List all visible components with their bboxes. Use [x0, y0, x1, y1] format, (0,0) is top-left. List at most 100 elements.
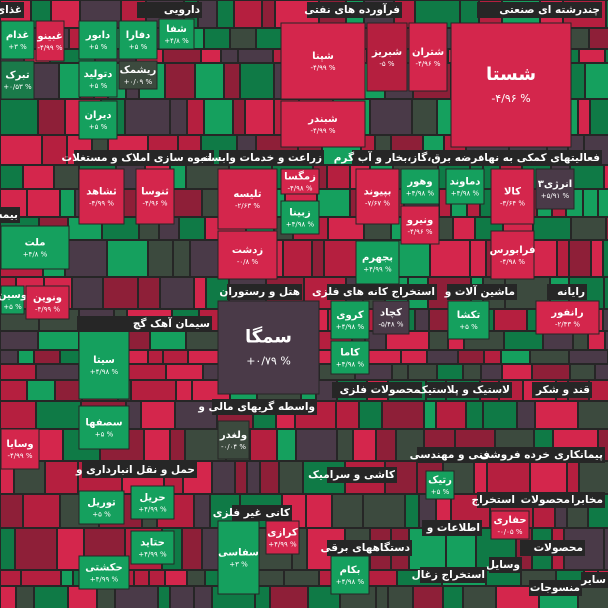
- tile: [398, 241, 429, 276]
- stock-change: +۴/۹۹ %: [138, 506, 167, 514]
- sector-title: سایر: [580, 574, 606, 586]
- stock-change: -۴/۹۶ %: [491, 92, 530, 105]
- tile: [484, 402, 516, 428]
- tile: [568, 462, 578, 493]
- tile: [108, 241, 147, 276]
- sector-header-bg: [307, 2, 402, 18]
- tile: [177, 381, 191, 400]
- tile: [1, 100, 37, 134]
- stock-tile: [0, 60, 35, 100]
- tile: [159, 587, 169, 608]
- sector-title: رایانه: [557, 286, 585, 298]
- sector-title: اطلاعات و: [426, 522, 480, 534]
- tile: [579, 587, 608, 608]
- tile: [116, 587, 157, 608]
- tile: [257, 29, 282, 48]
- tile: [393, 365, 407, 379]
- tile: [164, 50, 200, 62]
- tile: [174, 241, 189, 276]
- stock-change: -۴/۹۶ %: [415, 60, 440, 68]
- stock-name: غبینو: [36, 31, 62, 42]
- sector-title: غذای: [0, 4, 22, 16]
- stock-change: +۴/۹۸ %: [286, 221, 315, 229]
- sector-title: استخراج کانه های فلزی: [312, 286, 435, 298]
- stock-name: حکشتی: [85, 563, 122, 574]
- stock-change: -۵/۴۸ %: [378, 321, 403, 329]
- tile: [127, 402, 140, 428]
- stock-name: دتولید: [84, 69, 113, 80]
- tile: [605, 529, 608, 569]
- stock-tile: [217, 300, 320, 395]
- tile: [261, 462, 278, 493]
- stock-tile: [366, 22, 408, 92]
- tile: [328, 166, 349, 188]
- stock-name: ثشاهد: [86, 187, 117, 198]
- stock-change: -۷/۶۷ %: [365, 200, 390, 208]
- stock-name: شتران: [412, 47, 444, 58]
- stock-change: -۴/۹۹ %: [310, 64, 335, 72]
- tile: [66, 241, 106, 276]
- stock-tile: [400, 205, 440, 245]
- stock-name: بپیوند: [364, 187, 392, 198]
- tile: [213, 462, 234, 493]
- stock-tile: [490, 168, 535, 225]
- stock-name: کالا: [504, 187, 521, 198]
- tile: [297, 430, 336, 460]
- tile: [183, 529, 201, 569]
- tile: [606, 332, 608, 349]
- tile: [195, 587, 211, 608]
- tile: [371, 100, 411, 134]
- tile: [1, 365, 35, 379]
- tile: [584, 190, 597, 216]
- tile: [464, 587, 495, 608]
- tile: [56, 381, 81, 400]
- tile: [24, 495, 59, 527]
- tile: [218, 1, 233, 27]
- tile: [205, 29, 229, 48]
- sector-header-bg: [232, 505, 292, 521]
- sector-title: پیمانکاری: [554, 449, 603, 461]
- sector-header-bg: [0, 207, 20, 223]
- sector-title: زراعت و خدمات وابسته: [200, 152, 322, 164]
- stock-change: -۴/۹۹ %: [37, 44, 62, 52]
- sector-title: فرآورده های نفتی: [304, 3, 400, 16]
- tile: [176, 402, 216, 428]
- tile: [383, 402, 423, 428]
- tile: [325, 241, 356, 276]
- tile: [586, 64, 608, 98]
- tile: [150, 571, 164, 585]
- tile: [307, 495, 331, 527]
- sector-header-bg: [477, 492, 517, 508]
- stock-tile: [280, 168, 320, 195]
- stock-change: -۴/۹۹ %: [35, 306, 60, 314]
- tile: [231, 29, 255, 48]
- stock-tile: [355, 240, 400, 285]
- stock-tile: [78, 100, 118, 140]
- stock-change: -۴/۹۶ %: [407, 228, 432, 236]
- stock-name: ونوین: [33, 293, 62, 304]
- tile: [104, 278, 137, 308]
- tile: [599, 430, 608, 460]
- tile: [280, 462, 302, 493]
- tile: [239, 50, 272, 62]
- sector-title: کانی غیر فلزی: [213, 507, 291, 519]
- tile: [366, 332, 385, 349]
- tile: [195, 495, 209, 527]
- stock-change: +۴/۹۸ %: [90, 368, 119, 376]
- sector-title: فعالیتهای کمکی به نهاد: [479, 152, 600, 164]
- stock-name: زدشت: [232, 245, 264, 256]
- stock-name: توریل: [87, 498, 116, 509]
- tile: [1, 381, 26, 400]
- stock-name: تلیسه: [233, 189, 261, 200]
- sector-title: حمل و نقل انبارداری و: [75, 464, 195, 476]
- tile: [246, 100, 273, 134]
- stock-change: +۰/۵۳ %: [3, 83, 32, 91]
- tile: [274, 190, 284, 216]
- tile: [505, 332, 542, 349]
- tile: [132, 381, 175, 400]
- stock-name: سفاسی: [218, 548, 259, 559]
- stock-name: دماوند: [450, 177, 481, 188]
- tile: [19, 351, 33, 363]
- stock-change: +۵ %: [89, 123, 108, 131]
- tile: [437, 402, 465, 428]
